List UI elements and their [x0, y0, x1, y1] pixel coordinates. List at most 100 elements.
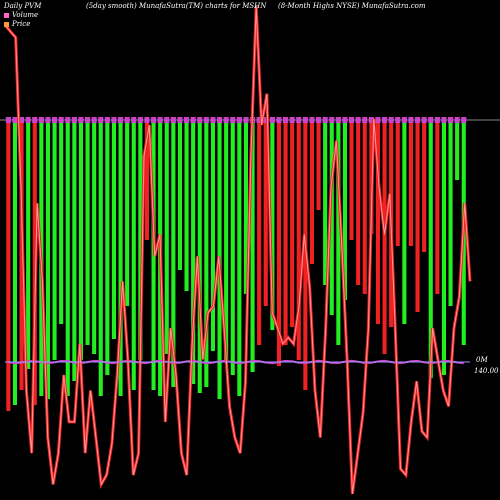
volume-bar	[316, 120, 321, 210]
volume-marker	[349, 117, 355, 123]
volume-bar	[78, 120, 83, 360]
volume-bar	[356, 120, 361, 285]
volume-bar	[362, 120, 367, 294]
volume-marker	[342, 117, 348, 123]
volume-bar	[210, 120, 215, 351]
volume-marker	[197, 117, 203, 123]
volume-marker	[52, 117, 58, 123]
volume-marker	[256, 117, 262, 123]
volume-bar	[428, 120, 433, 378]
legend-price-label: Price	[12, 20, 31, 28]
volume-marker	[263, 117, 269, 123]
volume-bar	[448, 120, 453, 306]
volume-bar	[237, 120, 242, 396]
legend-price-swatch	[4, 21, 9, 27]
volume-marker	[448, 117, 454, 123]
volume-marker	[25, 117, 31, 123]
volume-bar	[131, 120, 136, 390]
volume-marker	[78, 117, 84, 123]
volume-bar	[171, 120, 176, 387]
volume-marker	[157, 117, 163, 123]
volume-bar	[72, 120, 77, 381]
volume-marker	[5, 117, 11, 123]
volume-bar	[111, 120, 116, 339]
volume-bar	[184, 120, 189, 291]
volume-marker	[91, 117, 97, 123]
volume-bar	[435, 120, 440, 294]
volume-bar	[125, 120, 130, 306]
volume-bar	[382, 120, 387, 354]
volume-bar	[197, 120, 202, 393]
volume-bar	[349, 120, 354, 240]
legend-volume-label: Volume	[12, 11, 39, 19]
volume-bar	[342, 120, 347, 300]
volume-marker	[19, 117, 25, 123]
volume-marker	[71, 117, 77, 123]
volume-marker	[12, 117, 18, 123]
price-line-highlight	[4, 6, 471, 494]
volume-bar	[138, 120, 143, 360]
volume-marker	[65, 117, 71, 123]
volume-bar	[375, 120, 380, 324]
volume-bar	[191, 120, 196, 384]
volume-marker	[104, 117, 110, 123]
volume-marker	[434, 117, 440, 123]
volume-bar	[243, 120, 248, 294]
volume-marker	[322, 117, 328, 123]
volume-marker	[137, 117, 143, 123]
volume-marker	[144, 117, 150, 123]
volume-marker	[131, 117, 137, 123]
volume-marker	[243, 117, 249, 123]
volume-marker	[309, 117, 315, 123]
volume-marker	[283, 117, 289, 123]
volume-marker	[289, 117, 295, 123]
volume-marker	[428, 117, 434, 123]
volume-marker	[223, 117, 229, 123]
volume-marker	[408, 117, 414, 123]
volume-marker	[421, 117, 427, 123]
volume-bar	[230, 120, 235, 375]
volume-marker	[335, 117, 341, 123]
volume-bar	[323, 120, 328, 285]
volume-marker	[177, 117, 183, 123]
volume-marker	[296, 117, 302, 123]
volume-bar	[12, 120, 17, 405]
volume-marker	[415, 117, 421, 123]
volume-marker	[170, 117, 176, 123]
volume-bar	[6, 120, 11, 411]
volume-bar	[92, 120, 97, 354]
volume-line	[8, 359, 464, 365]
volume-bar	[329, 120, 334, 315]
volume-marker	[401, 117, 407, 123]
volume-marker	[203, 117, 209, 123]
volume-marker	[58, 117, 64, 123]
volume-marker	[164, 117, 170, 123]
volume-bar	[59, 120, 64, 324]
volume-marker	[375, 117, 381, 123]
volume-marker	[124, 117, 130, 123]
volume-bar	[52, 120, 57, 360]
volume-marker	[302, 117, 308, 123]
volume-bar	[422, 120, 427, 252]
volume-bar	[164, 120, 169, 354]
volume-marker	[217, 117, 223, 123]
legend-price: Price	[4, 20, 30, 28]
volume-marker	[118, 117, 124, 123]
volume-bar	[105, 120, 110, 375]
legend-volume-swatch	[4, 12, 9, 18]
volume-marker	[382, 117, 388, 123]
volume-bar	[276, 120, 281, 366]
volume-bar	[415, 120, 420, 312]
volume-bar	[309, 120, 314, 264]
volume-marker	[441, 117, 447, 123]
volume-marker	[85, 117, 91, 123]
price-level-label: 140.00	[474, 367, 499, 375]
volume-marker	[461, 117, 467, 123]
volume-marker	[395, 117, 401, 123]
volume-marker	[151, 117, 157, 123]
volume-marker	[362, 117, 368, 123]
volume-marker	[388, 117, 394, 123]
volume-marker	[98, 117, 104, 123]
volume-marker	[38, 117, 44, 123]
